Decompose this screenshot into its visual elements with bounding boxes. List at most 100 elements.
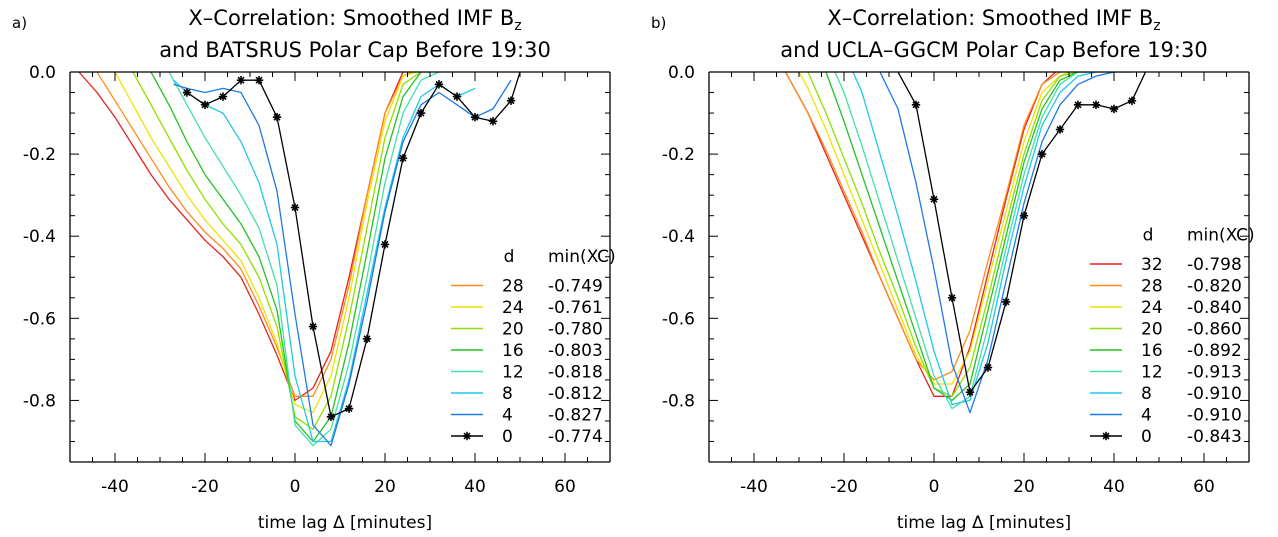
legend-d-value: 28 [1141, 277, 1163, 297]
y-tick-label: -0.8 [23, 391, 56, 411]
x-axis-label: time lag Δ [minutes] [258, 513, 432, 533]
legend-entry-d0: 0 -0.843 [1090, 427, 1242, 447]
legend-min-value: -0.798 [1187, 255, 1242, 275]
series-point [488, 117, 498, 126]
star-marker-stroke [1092, 101, 1100, 109]
star-marker-stroke [1110, 105, 1118, 113]
series-point [1091, 100, 1101, 110]
legend-entry-d24: 24 -0.840 [1090, 298, 1242, 318]
star-marker-stroke [255, 76, 263, 84]
series-group [784, 72, 1147, 414]
series-line-d0 [897, 72, 1147, 393]
series-point [1001, 297, 1011, 307]
legend-entry-d20: 20 -0.780 [451, 320, 603, 340]
x-tick-label: 60 [1193, 477, 1215, 497]
series-line-d28 [96, 72, 413, 397]
legend-d-value: 16 [502, 341, 524, 361]
star-marker-stroke [309, 322, 317, 331]
chart-title-subscript: z [514, 18, 522, 35]
legend-entry-d8: 8 -0.812 [451, 384, 603, 404]
legend-d-value: 12 [1141, 363, 1163, 383]
chart-title-line1: X–Correlation: Smoothed IMF Bz [120, 6, 590, 38]
series-point [911, 100, 921, 110]
legend-header-d: d [1143, 226, 1154, 246]
legend-min-value: -0.860 [1187, 320, 1242, 340]
legend-d-value: 24 [1141, 298, 1163, 318]
legend-header-d: d [504, 247, 515, 267]
series-line-d24 [114, 72, 417, 414]
legend: d min(XC) 32 -0.798 28 -0.820 24 -0.840 20 -0.860… [1090, 226, 1255, 447]
series-point [1127, 96, 1137, 105]
legend-d-value: 28 [502, 277, 524, 297]
legend-entry-d24: 24 -0.761 [451, 298, 603, 318]
series-line-d4 [173, 79, 512, 447]
star-marker-stroke [507, 97, 515, 105]
star-marker-stroke [183, 88, 191, 97]
series-point [470, 112, 480, 122]
legend-min-value: -0.913 [1187, 363, 1242, 383]
chart-title: X–Correlation: Smoothed IMF Bz and BATSR… [120, 6, 590, 62]
series-point [1055, 125, 1065, 134]
legend-entry-d12: 12 -0.913 [1090, 363, 1242, 383]
panel-label: b) [651, 14, 667, 32]
star-marker-stroke [984, 364, 992, 372]
series-line-d20 [132, 72, 422, 430]
legend-min-value: -0.761 [548, 298, 603, 318]
series-point [965, 388, 975, 397]
series-point [218, 92, 228, 101]
series-line-d32 [784, 72, 1056, 397]
legend-entry-d16: 16 -0.803 [451, 341, 603, 361]
legend-entry-d0: 0 -0.774 [451, 427, 603, 447]
series-point [236, 76, 246, 85]
series-line-d8 [173, 79, 476, 443]
legend-min-value: -0.910 [1187, 406, 1242, 426]
legend-min-value: -0.910 [1187, 384, 1242, 404]
legend-d-value: 20 [502, 320, 524, 340]
x-tick-label: 60 [554, 477, 576, 497]
star-marker-stroke [948, 294, 956, 302]
legend-d-value: 4 [1141, 406, 1152, 426]
series-point [308, 322, 318, 331]
series-point [362, 334, 372, 344]
y-tick-label: -0.2 [662, 145, 695, 165]
chart-title-text: X–Correlation: Smoothed IMF B [827, 6, 1154, 30]
y-tick-label: -0.6 [23, 309, 56, 329]
series-point [462, 431, 472, 441]
y-tick-label: -0.8 [662, 391, 695, 411]
legend-min-value: -0.803 [548, 341, 603, 361]
y-tick-label: -0.4 [662, 227, 695, 247]
star-marker-stroke [273, 113, 281, 121]
star-marker-stroke [327, 413, 335, 421]
series-point [344, 404, 354, 413]
legend-entry-d28: 28 -0.749 [451, 277, 603, 297]
star-marker-stroke [1002, 298, 1010, 306]
legend-d-value: 12 [502, 363, 524, 383]
series-line-d4 [879, 72, 1132, 414]
y-tick-label: -0.2 [23, 145, 56, 165]
legend-d-value: 0 [1141, 427, 1152, 447]
x-tick-label: 0 [290, 477, 301, 497]
star-marker-stroke [399, 154, 407, 162]
series-point [326, 412, 336, 422]
series-line-d24 [798, 72, 1070, 385]
series-point [1101, 431, 1111, 441]
star-marker-stroke [930, 195, 938, 203]
star-marker-stroke [912, 101, 920, 109]
star-marker-stroke [1074, 101, 1082, 109]
legend-entry-d32: 32 -0.798 [1090, 255, 1242, 275]
star-marker-stroke [363, 335, 371, 343]
legend-min-value: -0.820 [1187, 277, 1242, 297]
legend-min-value: -0.818 [548, 363, 603, 383]
chart-title-text: X–Correlation: Smoothed IMF B [188, 6, 515, 30]
legend-min-value: -0.774 [548, 427, 603, 447]
legend-d-value: 0 [502, 427, 513, 447]
series-line-d12 [168, 72, 440, 447]
series-point [200, 100, 210, 110]
chart-title-line2: and BATSRUS Polar Cap Before 19:30 [159, 38, 551, 63]
star-marker-stroke [345, 405, 353, 413]
star-marker-stroke [381, 240, 389, 248]
chart-title-line1: X–Correlation: Smoothed IMF Bz [759, 6, 1229, 38]
series-point [416, 108, 426, 118]
series-point [506, 96, 516, 105]
